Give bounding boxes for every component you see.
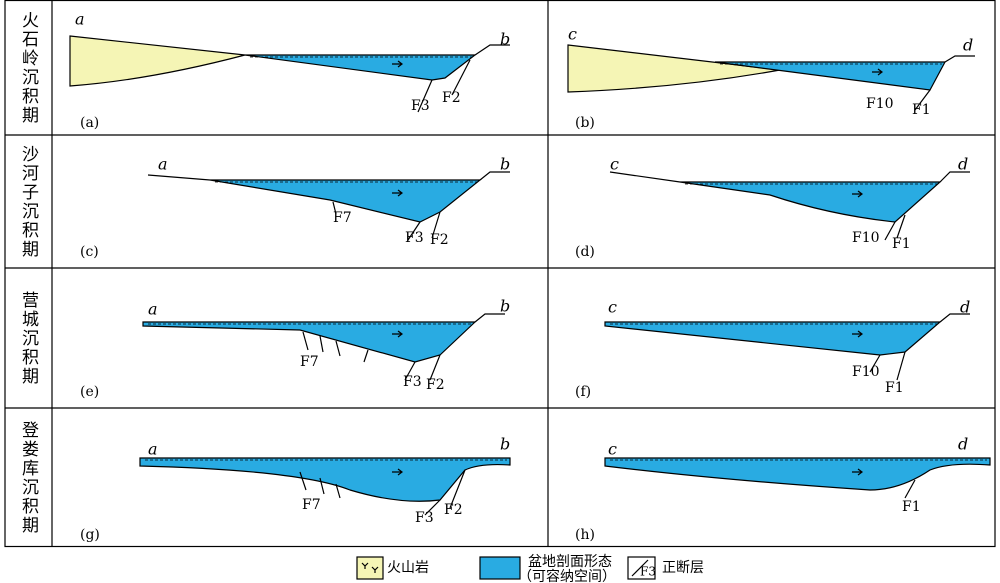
end-label: b <box>500 30 510 49</box>
end-label: c <box>610 155 619 174</box>
end-label: d <box>958 155 968 174</box>
end-label: b <box>500 435 510 454</box>
frame <box>4 0 996 548</box>
period-label: 营城沉积期 <box>18 290 38 386</box>
panel-id: (g) <box>80 527 100 543</box>
panel-id: (a) <box>80 115 99 131</box>
fault-label: F2 <box>430 232 449 248</box>
fault-label: F1 <box>912 102 931 118</box>
panel-id: (b) <box>575 115 595 131</box>
panel-id: (h) <box>575 527 595 543</box>
end-label: a <box>75 10 85 29</box>
fault-label: F10 <box>866 96 894 112</box>
fault-label: F2 <box>442 90 461 106</box>
section-g <box>139 457 511 516</box>
fault-label: F1 <box>885 380 904 396</box>
end-label: a <box>148 300 158 319</box>
fault-label: F3 <box>405 230 424 246</box>
section-f <box>604 313 970 381</box>
fault-label: F7 <box>333 210 352 226</box>
section-a <box>69 35 510 113</box>
fault-label: F7 <box>302 497 321 513</box>
legend-label: （可容纳空间） <box>518 568 616 583</box>
period-label: 沙河子沉积期 <box>18 144 38 259</box>
period-label: 登娄库沉积期 <box>18 420 38 535</box>
fault-label: F2 <box>444 502 463 518</box>
legend-label: 盆地剖面形态 <box>528 554 612 570</box>
legend <box>356 556 656 580</box>
end-label: b <box>500 155 510 174</box>
section-e <box>142 313 505 381</box>
end-label: a <box>148 440 158 459</box>
fault-label: F3 <box>403 374 422 390</box>
section-h <box>604 457 991 499</box>
end-label: d <box>960 298 970 317</box>
panel-id: (d) <box>575 244 595 260</box>
end-label: d <box>963 36 973 55</box>
end-label: b <box>500 297 510 316</box>
end-label: c <box>608 440 617 459</box>
panel-id: (e) <box>80 384 99 400</box>
fault-label: F2 <box>426 377 445 393</box>
end-label: a <box>158 155 168 174</box>
end-label: c <box>568 25 577 44</box>
end-label: c <box>608 298 617 317</box>
period-label: 火石岭沉积期 <box>18 10 38 125</box>
section-c <box>147 171 510 241</box>
end-label: d <box>958 435 968 454</box>
fault-label: F1 <box>902 499 921 515</box>
panel-id: (c) <box>80 244 99 260</box>
fault-label: F3 <box>411 98 430 114</box>
section-d <box>609 171 970 241</box>
fault-label: F3 <box>415 510 434 526</box>
fault-label: F1 <box>892 236 911 252</box>
fault-label: F7 <box>300 354 319 370</box>
section-b <box>567 44 975 111</box>
fault-label: F10 <box>852 230 880 246</box>
legend-icon-label: F3 <box>640 565 656 579</box>
legend-label: 火山岩 <box>387 560 429 576</box>
fault-label: F10 <box>852 364 880 380</box>
panel-id: (f) <box>575 384 591 400</box>
legend-label: 正断层 <box>662 560 704 576</box>
